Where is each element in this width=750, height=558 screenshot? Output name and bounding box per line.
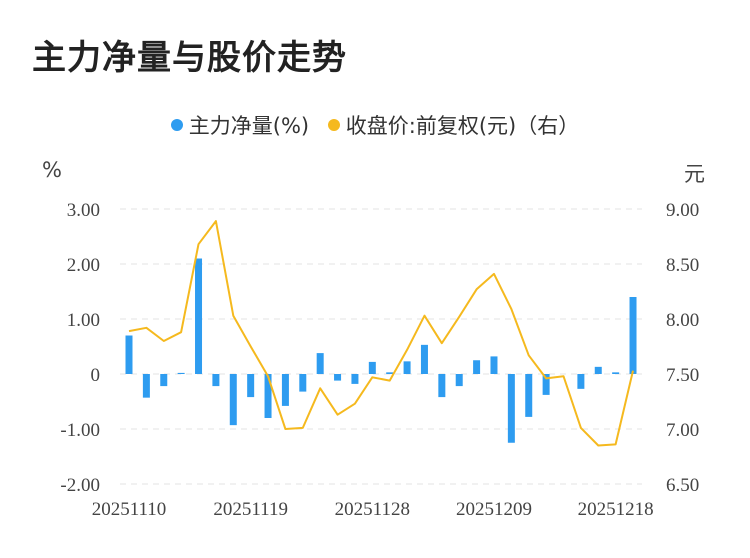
net-bar xyxy=(351,374,359,384)
net-bar xyxy=(507,374,515,443)
net-bar xyxy=(386,372,394,374)
legend-item-price[interactable]: 收盘价:前复权(元)（右） xyxy=(327,110,580,140)
left-tick-label: 0 xyxy=(91,365,101,386)
net-bar xyxy=(420,344,428,374)
net-bar xyxy=(229,374,237,426)
net-bar xyxy=(438,374,446,398)
left-tick-label: 2.00 xyxy=(67,255,100,276)
legend: 主力净量(%) 收盘价:前复权(元)（右） xyxy=(0,110,750,140)
net-bar xyxy=(525,374,533,417)
left-tick-label: 1.00 xyxy=(67,310,100,331)
net-bar xyxy=(490,356,498,374)
net-bar xyxy=(125,335,133,374)
net-bar xyxy=(142,374,150,398)
net-bar xyxy=(455,374,463,387)
net-bar xyxy=(316,353,324,374)
legend-dot-net-icon xyxy=(170,119,183,131)
net-bar xyxy=(594,366,602,374)
net-bar xyxy=(542,374,550,395)
net-bar xyxy=(247,374,255,398)
net-bar xyxy=(334,374,342,381)
right-tick-label: 7.00 xyxy=(666,420,699,441)
net-bar xyxy=(212,374,220,387)
net-bar xyxy=(299,374,307,392)
x-tick-label: 20251119 xyxy=(213,499,288,520)
net-bar xyxy=(264,374,272,418)
right-axis-unit: 元 xyxy=(684,162,705,186)
net-bar xyxy=(281,374,289,406)
net-bar xyxy=(195,258,203,374)
left-tick-label: -1.00 xyxy=(60,420,100,441)
net-bar xyxy=(368,361,376,374)
net-bar xyxy=(403,361,411,374)
x-tick-label: 20251128 xyxy=(335,499,410,520)
right-tick-label: 9.00 xyxy=(666,200,699,221)
legend-label-net: 主力净量(%) xyxy=(188,114,310,138)
price-line xyxy=(128,220,634,447)
net-bar xyxy=(160,374,168,387)
legend-item-net[interactable]: 主力净量(%) xyxy=(170,110,310,140)
chart-title: 主力净量与股价走势 xyxy=(32,38,347,78)
net-bar xyxy=(473,360,481,374)
right-tick-label: 8.50 xyxy=(666,255,699,276)
x-tick-label: 20251209 xyxy=(456,499,532,520)
net-bar xyxy=(577,374,585,389)
right-tick-label: 6.50 xyxy=(666,475,699,496)
x-tick-label: 20251218 xyxy=(578,499,654,520)
net-bar xyxy=(612,372,620,374)
legend-label-price: 收盘价:前复权(元)（右） xyxy=(345,114,580,138)
right-tick-label: 8.00 xyxy=(666,310,699,331)
net-bar xyxy=(629,297,637,374)
left-tick-label: -2.00 xyxy=(60,475,100,496)
legend-dot-price-icon xyxy=(327,119,340,131)
x-tick-label: 20251110 xyxy=(92,499,167,520)
left-tick-label: 3.00 xyxy=(67,200,100,221)
right-tick-label: 7.50 xyxy=(666,365,699,386)
net-bar xyxy=(177,372,185,374)
left-axis-unit: % xyxy=(42,158,62,182)
